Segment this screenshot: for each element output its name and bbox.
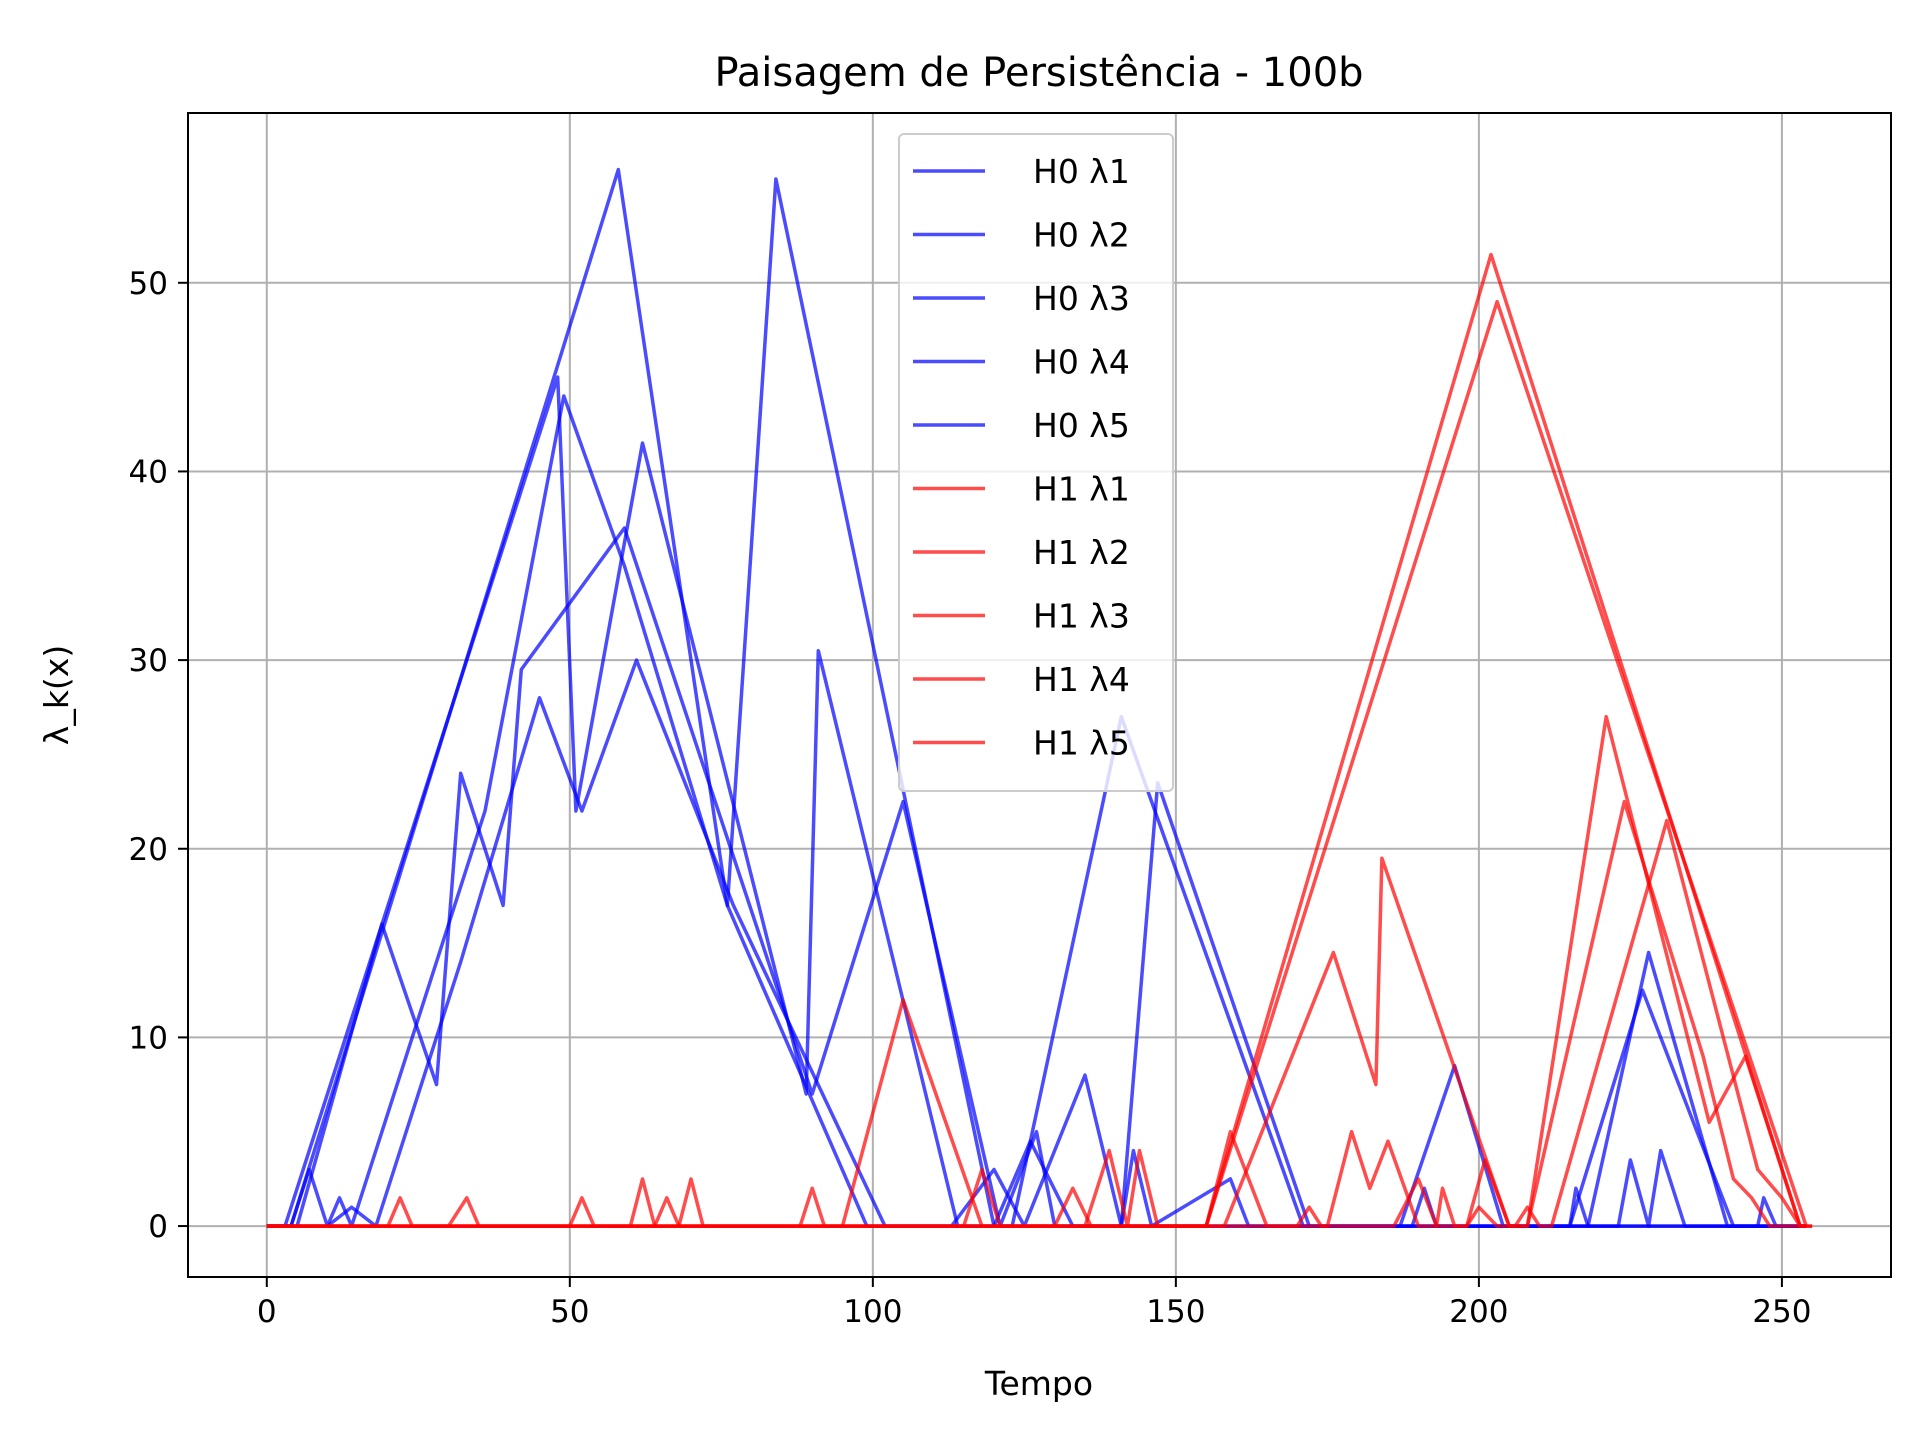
legend-label: H0 λ4 — [1033, 343, 1130, 382]
legend-label: H0 λ1 — [1033, 152, 1130, 191]
legend: H0 λ1 H0 λ2 H0 λ3 H0 λ4 H0 λ5 H1 λ1 H1 λ2 H1 λ3… — [898, 133, 1174, 792]
series-lines — [266, 167, 1813, 1228]
y-tick-label: 0 — [148, 1209, 168, 1245]
legend-label: H0 λ3 — [1033, 279, 1130, 318]
x-tick-label: 50 — [550, 1294, 589, 1330]
x-tick-label: 0 — [257, 1294, 277, 1330]
series-line-h1-λ3 — [266, 714, 1802, 1228]
series-line-h1-λ5 — [266, 818, 1813, 1228]
y-axis-title: λ_k(x) — [37, 645, 76, 745]
x-axis-title: Tempo — [984, 1364, 1093, 1403]
legend-label: H0 λ5 — [1033, 406, 1130, 445]
y-tick-label: 10 — [129, 1020, 168, 1056]
x-tick-label: 150 — [1146, 1294, 1205, 1330]
axis-ticks: 0 50 100 150 200 250 0 10 20 30 40 50 — [129, 266, 1812, 1330]
chart-title: Paisagem de Persistência - 100b — [714, 50, 1363, 96]
legend-label: H0 λ2 — [1033, 216, 1130, 255]
y-tick-label: 50 — [129, 266, 168, 302]
x-tick-label: 250 — [1752, 1294, 1811, 1330]
x-tick-label: 200 — [1449, 1294, 1508, 1330]
y-tick-label: 30 — [129, 643, 168, 679]
legend-label: H1 λ4 — [1033, 660, 1130, 699]
legend-label: H1 λ2 — [1033, 533, 1130, 572]
legend-label: H1 λ3 — [1033, 597, 1130, 636]
y-tick-label: 20 — [129, 832, 168, 868]
plot-frame — [187, 112, 1892, 1278]
legend-label: H1 λ5 — [1033, 724, 1130, 763]
y-tick-label: 40 — [129, 454, 168, 490]
x-tick-label: 100 — [843, 1294, 902, 1330]
legend-label: H1 λ1 — [1033, 470, 1130, 509]
